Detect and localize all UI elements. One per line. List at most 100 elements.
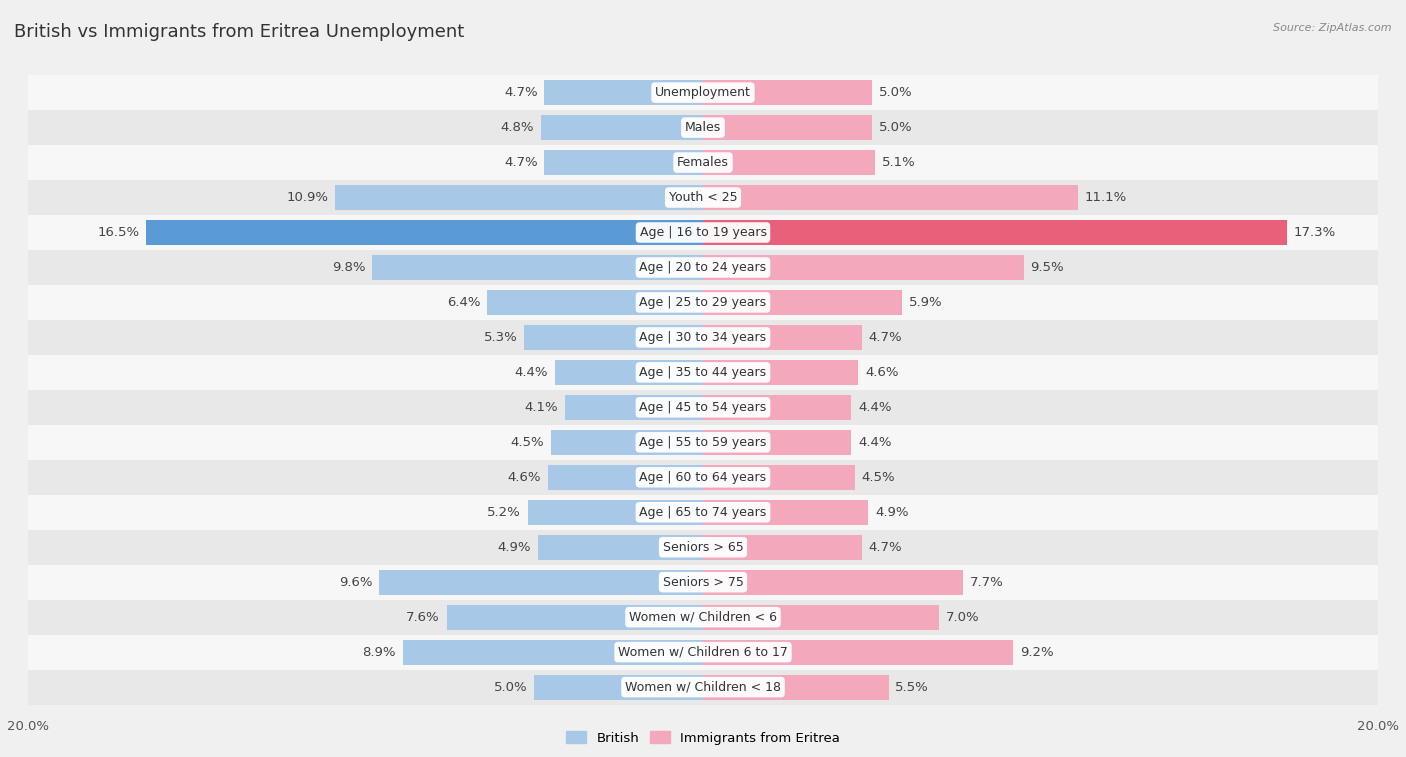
Text: British vs Immigrants from Eritrea Unemployment: British vs Immigrants from Eritrea Unemp…	[14, 23, 464, 41]
Text: 4.6%: 4.6%	[508, 471, 541, 484]
Text: 4.1%: 4.1%	[524, 401, 558, 414]
Bar	[703, 465, 855, 490]
Bar	[527, 500, 703, 525]
Bar	[0, 250, 1406, 285]
Text: 4.4%: 4.4%	[858, 436, 891, 449]
Bar	[0, 320, 1406, 355]
Text: 5.9%: 5.9%	[908, 296, 942, 309]
Text: 4.7%: 4.7%	[869, 331, 903, 344]
Text: Seniors > 65: Seniors > 65	[662, 540, 744, 553]
Text: Seniors > 75: Seniors > 75	[662, 575, 744, 589]
Text: 4.4%: 4.4%	[515, 366, 548, 378]
Bar	[0, 530, 1406, 565]
Text: 4.8%: 4.8%	[501, 121, 534, 134]
Bar	[703, 605, 939, 630]
Text: 4.6%: 4.6%	[865, 366, 898, 378]
Text: Females: Females	[678, 156, 728, 169]
Text: Women w/ Children < 6: Women w/ Children < 6	[628, 611, 778, 624]
Text: Women w/ Children 6 to 17: Women w/ Children 6 to 17	[619, 646, 787, 659]
Text: 5.5%: 5.5%	[896, 681, 929, 693]
Bar	[551, 430, 703, 455]
Bar	[0, 110, 1406, 145]
Bar	[554, 360, 703, 385]
Bar	[537, 534, 703, 560]
Text: Women w/ Children < 18: Women w/ Children < 18	[626, 681, 780, 693]
Bar	[544, 80, 703, 105]
Bar	[703, 430, 852, 455]
Bar	[703, 674, 889, 699]
Text: 9.5%: 9.5%	[1031, 261, 1064, 274]
Text: 11.1%: 11.1%	[1084, 191, 1126, 204]
Bar	[0, 285, 1406, 320]
Text: Age | 25 to 29 years: Age | 25 to 29 years	[640, 296, 766, 309]
Text: 8.9%: 8.9%	[363, 646, 396, 659]
Bar	[380, 569, 703, 595]
Text: 5.0%: 5.0%	[879, 86, 912, 99]
Bar	[703, 534, 862, 560]
Text: 7.0%: 7.0%	[946, 611, 980, 624]
Text: 4.9%: 4.9%	[498, 540, 531, 553]
Text: Males: Males	[685, 121, 721, 134]
Bar	[0, 145, 1406, 180]
Bar	[541, 115, 703, 140]
Text: 6.4%: 6.4%	[447, 296, 481, 309]
Bar	[565, 394, 703, 420]
Bar	[703, 640, 1014, 665]
Bar	[703, 325, 862, 350]
Bar	[703, 290, 903, 315]
Bar	[0, 634, 1406, 670]
Bar	[486, 290, 703, 315]
Text: 5.3%: 5.3%	[484, 331, 517, 344]
Bar	[534, 674, 703, 699]
Bar	[0, 75, 1406, 110]
Bar	[703, 80, 872, 105]
Text: Unemployment: Unemployment	[655, 86, 751, 99]
Text: 17.3%: 17.3%	[1294, 226, 1336, 239]
Text: 4.9%: 4.9%	[875, 506, 908, 519]
Bar	[0, 495, 1406, 530]
Text: 4.7%: 4.7%	[869, 540, 903, 553]
Text: Age | 65 to 74 years: Age | 65 to 74 years	[640, 506, 766, 519]
Text: Age | 55 to 59 years: Age | 55 to 59 years	[640, 436, 766, 449]
Text: 5.0%: 5.0%	[879, 121, 912, 134]
Text: 4.7%: 4.7%	[503, 156, 537, 169]
Legend: British, Immigrants from Eritrea: British, Immigrants from Eritrea	[561, 726, 845, 750]
Text: 4.5%: 4.5%	[862, 471, 896, 484]
Text: Age | 30 to 34 years: Age | 30 to 34 years	[640, 331, 766, 344]
Text: 4.5%: 4.5%	[510, 436, 544, 449]
Bar	[0, 425, 1406, 459]
Bar	[548, 465, 703, 490]
Bar	[544, 150, 703, 175]
Bar	[0, 565, 1406, 600]
Bar	[703, 394, 852, 420]
Bar	[703, 255, 1024, 280]
Text: 5.2%: 5.2%	[486, 506, 520, 519]
Text: 10.9%: 10.9%	[287, 191, 329, 204]
Bar	[0, 215, 1406, 250]
Text: 7.6%: 7.6%	[406, 611, 440, 624]
Text: Source: ZipAtlas.com: Source: ZipAtlas.com	[1274, 23, 1392, 33]
Text: Age | 16 to 19 years: Age | 16 to 19 years	[640, 226, 766, 239]
Bar	[447, 605, 703, 630]
Text: 9.2%: 9.2%	[1021, 646, 1054, 659]
Text: 16.5%: 16.5%	[97, 226, 139, 239]
Bar	[373, 255, 703, 280]
Bar	[703, 185, 1077, 210]
Bar	[0, 390, 1406, 425]
Bar	[0, 459, 1406, 495]
Text: Age | 20 to 24 years: Age | 20 to 24 years	[640, 261, 766, 274]
Bar	[703, 150, 875, 175]
Text: Youth < 25: Youth < 25	[669, 191, 737, 204]
Text: 4.7%: 4.7%	[503, 86, 537, 99]
Bar	[703, 569, 963, 595]
Bar	[0, 600, 1406, 634]
Text: 9.8%: 9.8%	[332, 261, 366, 274]
Text: Age | 60 to 64 years: Age | 60 to 64 years	[640, 471, 766, 484]
Bar	[703, 500, 869, 525]
Text: 9.6%: 9.6%	[339, 575, 373, 589]
Text: Age | 45 to 54 years: Age | 45 to 54 years	[640, 401, 766, 414]
Bar	[335, 185, 703, 210]
Text: 5.0%: 5.0%	[494, 681, 527, 693]
Bar	[524, 325, 703, 350]
Bar	[402, 640, 703, 665]
